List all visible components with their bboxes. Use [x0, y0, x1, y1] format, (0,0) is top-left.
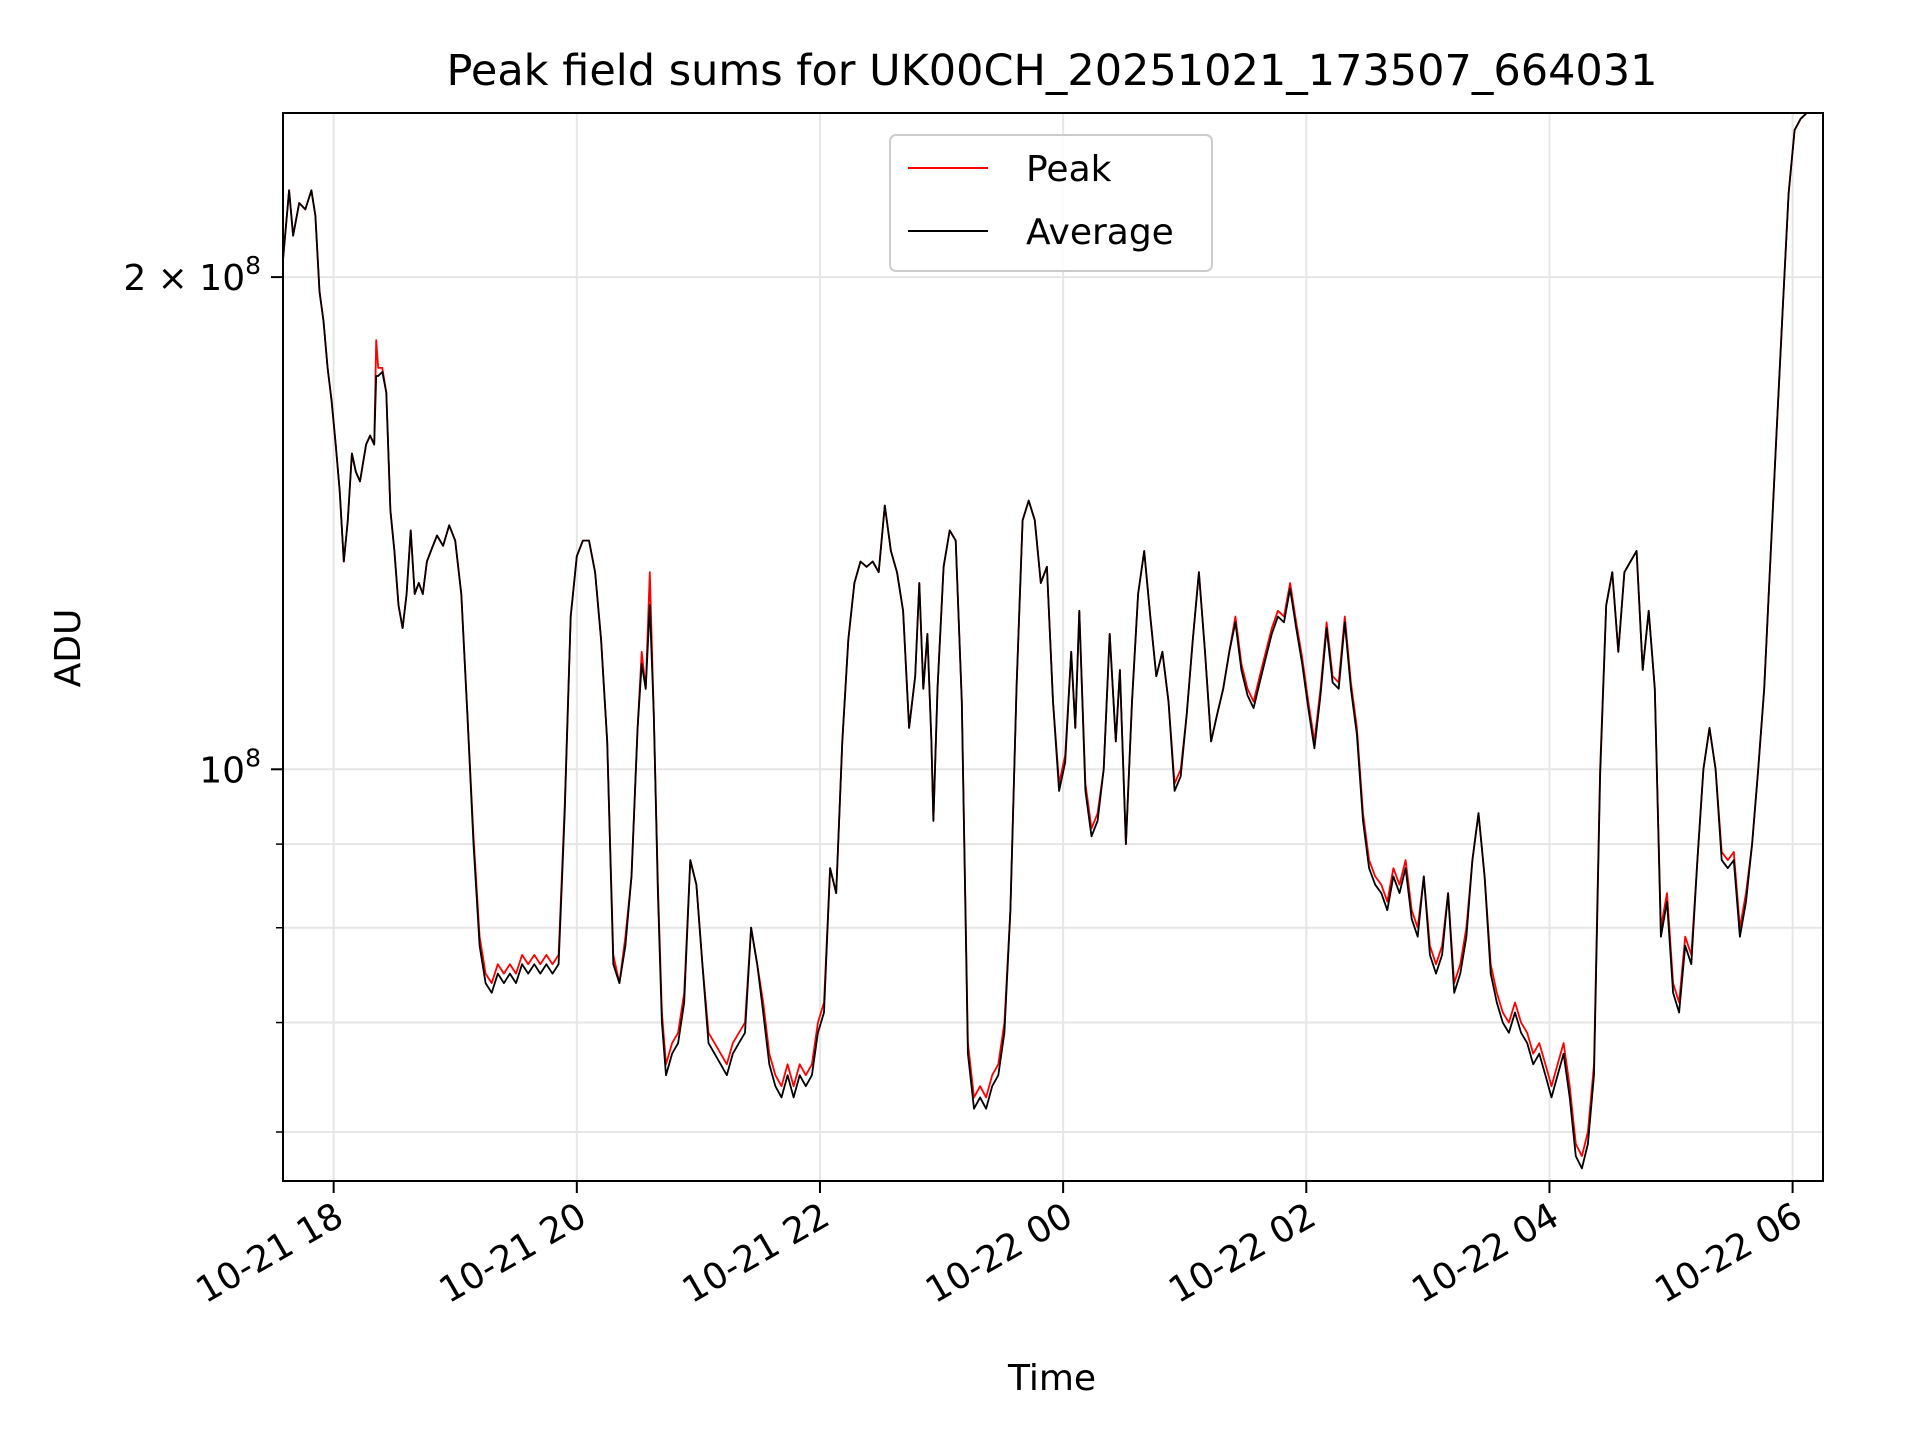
grid-lines: [283, 113, 1823, 1181]
y-axis: 108 2 × 108: [123, 251, 283, 1133]
series-line-average: [282, 112, 1808, 1170]
y-axis-label: ADU: [48, 609, 89, 688]
legend-label-average: Average: [1026, 212, 1174, 253]
y-tick-label: 108: [199, 743, 261, 791]
chart-title: Peak field sums for UK00CH_20251021_1735…: [446, 46, 1657, 96]
series-line-peak: [282, 112, 1808, 1157]
plot-series: [282, 112, 1808, 1170]
plot-frame: [282, 112, 1824, 1182]
x-axis-label: Time: [1007, 1358, 1096, 1399]
legend: Peak Average: [889, 134, 1213, 272]
legend-label-peak: Peak: [1026, 149, 1112, 190]
y-tick-label: 2 × 108: [123, 251, 261, 299]
